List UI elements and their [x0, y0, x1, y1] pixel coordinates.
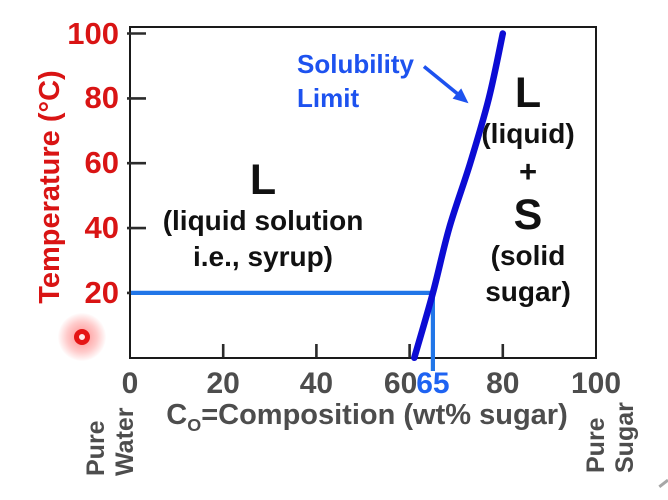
liquid-region-desc2: i.e., syrup)	[192, 241, 334, 272]
x-axis-title-sub: O	[187, 414, 202, 435]
two-phase-L-symbol: L	[514, 69, 542, 117]
x-axis-title-rest: =Composition (wt% sugar)	[201, 399, 568, 431]
solubility-limit-curve	[411, 30, 507, 362]
pure-sugar-line1: Pure	[582, 417, 610, 473]
tie-line-20C-65wt	[131, 290, 435, 371]
two-phase-solid-desc2: sugar)	[485, 276, 571, 307]
x-tick-label-100: 100	[570, 367, 622, 400]
pure-sugar-line2: Sugar	[611, 402, 639, 473]
pure-sugar-label: Pure Sugar	[582, 389, 640, 473]
two-phase-S-symbol: S	[513, 191, 543, 239]
solubility-limit-callout-line2: Limit	[297, 83, 360, 113]
two-phase-solid-desc1: (solid	[490, 240, 566, 271]
x-tick-label-60: 60	[383, 367, 418, 400]
solubility-limit-arrow-shaft	[422, 65, 461, 97]
pure-water-line1: Pure	[82, 420, 110, 476]
liquid-region-label: L (liquid solution i.e., syrup)	[143, 157, 383, 275]
solubility-limit-arrow-head	[452, 88, 469, 104]
x-tick-label-80: 80	[486, 367, 520, 400]
y-tick-label-80: 80	[84, 80, 119, 116]
y-tick-label-40: 40	[84, 210, 119, 246]
x-tick-label-20: 20	[206, 367, 240, 400]
liquid-region-symbol: L	[249, 156, 277, 204]
plot-area	[129, 26, 597, 359]
pure-water-line2: Water	[111, 407, 139, 476]
x-axis-title-base: C	[166, 399, 188, 431]
liquid-region-desc1: (liquid solution	[162, 205, 364, 236]
laser-pointer-cursor	[74, 329, 90, 345]
solubility-limit-callout: Solubility Limit	[297, 47, 414, 115]
two-phase-region-label: L (liquid) + S (solid sugar)	[448, 70, 608, 310]
two-phase-plus: +	[518, 154, 538, 189]
y-tick-label-60: 60	[84, 145, 119, 181]
x-tick-label-0: 0	[121, 367, 139, 400]
y-tick-label-20: 20	[84, 274, 119, 310]
x-tick-label-40: 40	[299, 367, 334, 400]
y-tick-label-100: 100	[67, 15, 119, 51]
pure-water-label: Pure Water	[82, 390, 140, 476]
two-phase-liquid-desc: (liquid)	[481, 118, 575, 149]
solubility-limit-callout-line1: Solubility	[297, 49, 414, 79]
x-axis-title: CO=Composition (wt% sugar)	[130, 399, 604, 436]
x-tick-label-65: 65	[416, 367, 450, 400]
